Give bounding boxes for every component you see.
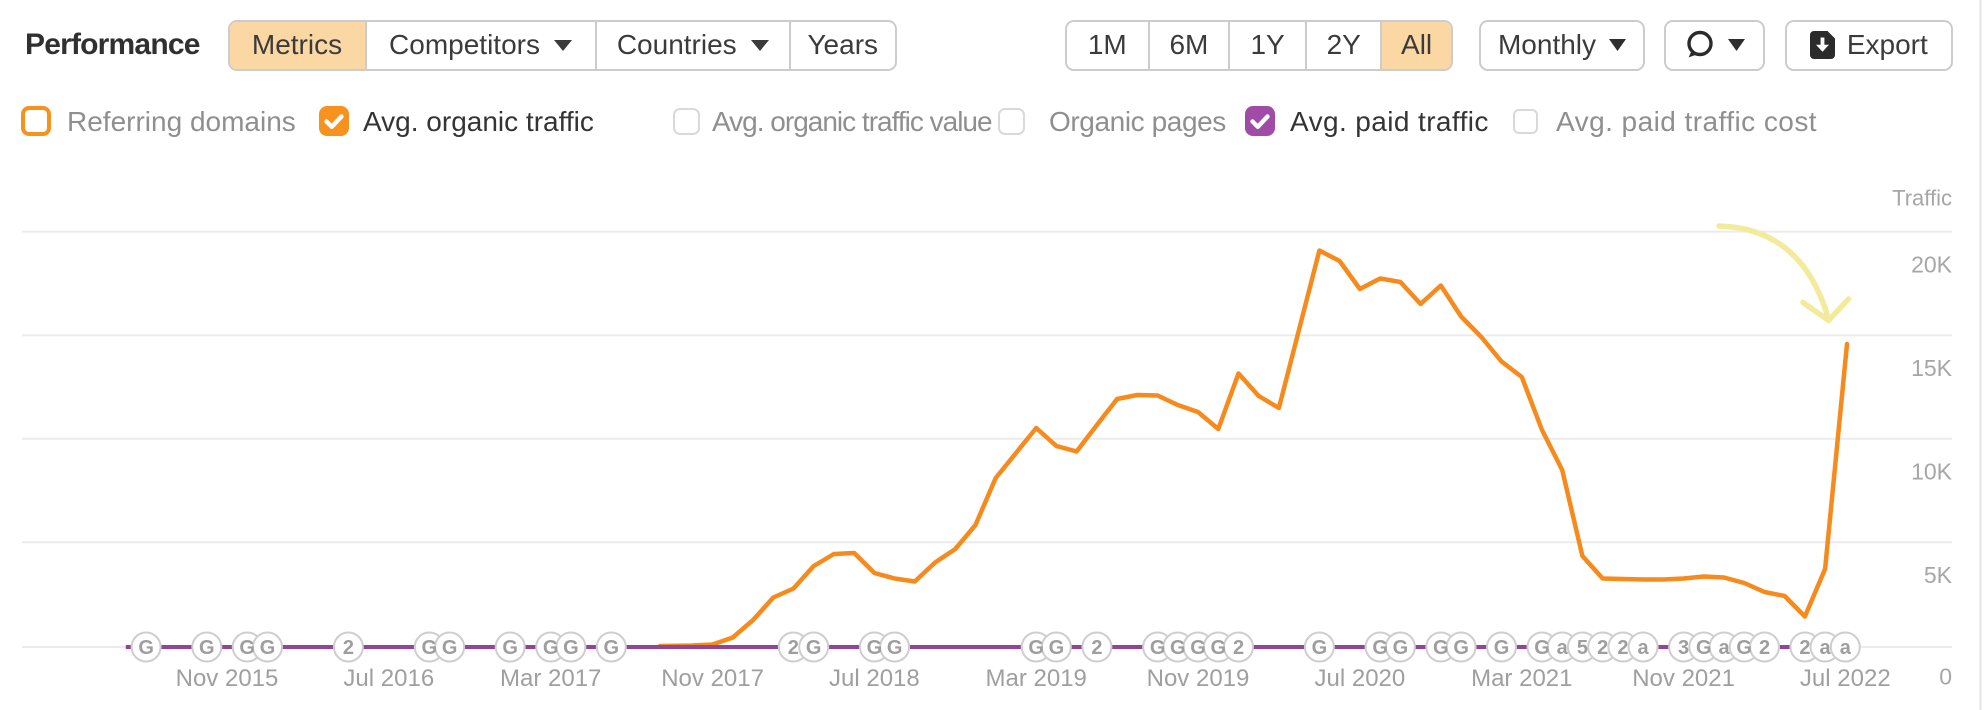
svg-text:2: 2	[1617, 637, 1628, 659]
svg-text:5K: 5K	[1924, 562, 1953, 588]
svg-text:5: 5	[1577, 637, 1588, 659]
svg-text:2: 2	[1597, 637, 1608, 659]
svg-text:Nov 2021: Nov 2021	[1632, 665, 1735, 692]
svg-text:G: G	[563, 637, 579, 659]
svg-text:a: a	[1718, 637, 1730, 659]
svg-text:G: G	[502, 637, 518, 659]
svg-text:G: G	[1372, 637, 1388, 659]
svg-text:G: G	[1494, 637, 1510, 659]
svg-text:G: G	[887, 637, 903, 659]
svg-text:G: G	[1170, 637, 1186, 659]
svg-text:G: G	[442, 637, 458, 659]
svg-text:Nov 2019: Nov 2019	[1147, 665, 1250, 692]
svg-text:Mar 2019: Mar 2019	[986, 665, 1087, 692]
svg-text:Nov 2015: Nov 2015	[176, 665, 279, 692]
svg-text:G: G	[1534, 637, 1550, 659]
svg-text:G: G	[806, 637, 822, 659]
svg-text:G: G	[1453, 637, 1469, 659]
svg-text:G: G	[239, 637, 255, 659]
svg-text:G: G	[604, 637, 620, 659]
svg-text:Mar 2021: Mar 2021	[1471, 665, 1572, 692]
svg-text:G: G	[422, 637, 438, 659]
svg-text:15K: 15K	[1911, 355, 1953, 381]
svg-text:a: a	[1840, 637, 1852, 659]
svg-text:G: G	[1393, 637, 1409, 659]
svg-text:G: G	[1433, 637, 1449, 659]
svg-text:0: 0	[1939, 664, 1952, 690]
svg-text:G: G	[1049, 637, 1065, 659]
svg-text:G: G	[1736, 637, 1752, 659]
svg-text:2: 2	[1233, 637, 1244, 659]
svg-text:Jul 2020: Jul 2020	[1315, 665, 1406, 692]
svg-text:G: G	[543, 637, 559, 659]
svg-text:Jul 2022: Jul 2022	[1800, 665, 1891, 692]
svg-text:2: 2	[1759, 637, 1770, 659]
svg-text:G: G	[199, 637, 215, 659]
svg-text:G: G	[1028, 637, 1044, 659]
svg-text:Nov 2017: Nov 2017	[661, 665, 764, 692]
svg-text:Traffic: Traffic	[1892, 186, 1952, 211]
svg-text:3: 3	[1678, 637, 1689, 659]
svg-text:2: 2	[343, 637, 354, 659]
svg-text:G: G	[1211, 637, 1227, 659]
svg-text:G: G	[867, 637, 883, 659]
svg-text:G: G	[1312, 637, 1328, 659]
svg-text:a: a	[1638, 637, 1650, 659]
svg-text:G: G	[260, 637, 276, 659]
svg-text:G: G	[1696, 637, 1712, 659]
svg-text:Jul 2016: Jul 2016	[343, 665, 434, 692]
svg-text:2: 2	[788, 637, 799, 659]
svg-text:2: 2	[1091, 637, 1102, 659]
svg-text:Jul 2018: Jul 2018	[829, 665, 920, 692]
svg-text:G: G	[138, 637, 154, 659]
svg-text:20K: 20K	[1911, 251, 1953, 277]
svg-text:G: G	[1150, 637, 1166, 659]
svg-text:Mar 2017: Mar 2017	[500, 665, 601, 692]
svg-text:a: a	[1557, 637, 1569, 659]
svg-text:2: 2	[1799, 637, 1810, 659]
svg-text:10K: 10K	[1911, 459, 1953, 485]
svg-text:G: G	[1190, 637, 1206, 659]
svg-text:a: a	[1820, 637, 1832, 659]
